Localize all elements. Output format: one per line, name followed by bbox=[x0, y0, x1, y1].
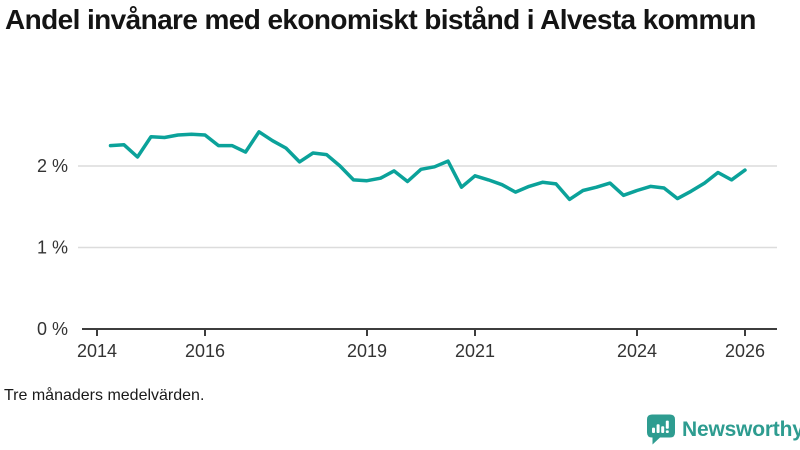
chart-title: Andel invånare med ekonomiskt bistånd i … bbox=[5, 4, 756, 35]
brand-logo: Newsworthy bbox=[646, 413, 800, 446]
x-tick-label: 2019 bbox=[347, 341, 387, 361]
x-tick-label: 2021 bbox=[455, 341, 495, 361]
x-tick-label: 2024 bbox=[617, 341, 657, 361]
logo-bar-2 bbox=[656, 424, 660, 433]
x-tick-label: 2026 bbox=[725, 341, 765, 361]
logo-exclamation-dot bbox=[665, 430, 669, 433]
logo-exclamation-bar bbox=[665, 420, 669, 429]
newsworthy-wordmark: Newsworthy bbox=[682, 417, 800, 441]
x-tick-label: 2016 bbox=[185, 341, 225, 361]
y-tick-label: 0 % bbox=[37, 319, 68, 339]
line-chart: 0 % 1 % 2 % 2014 2016 2019 2021 2024 2026 bbox=[37, 130, 777, 361]
x-tick-label: 2014 bbox=[77, 341, 117, 361]
logo-bar-3 bbox=[661, 426, 665, 433]
logo-bar-1 bbox=[652, 427, 655, 433]
footnote: Tre månaders medelvärden. bbox=[4, 387, 205, 404]
y-tick-label: 1 % bbox=[37, 238, 68, 258]
y-tick-label: 2 % bbox=[37, 156, 68, 176]
speech-bubble-shape bbox=[647, 414, 675, 445]
newsworthy-icon bbox=[647, 414, 675, 445]
data-line bbox=[108, 130, 747, 202]
